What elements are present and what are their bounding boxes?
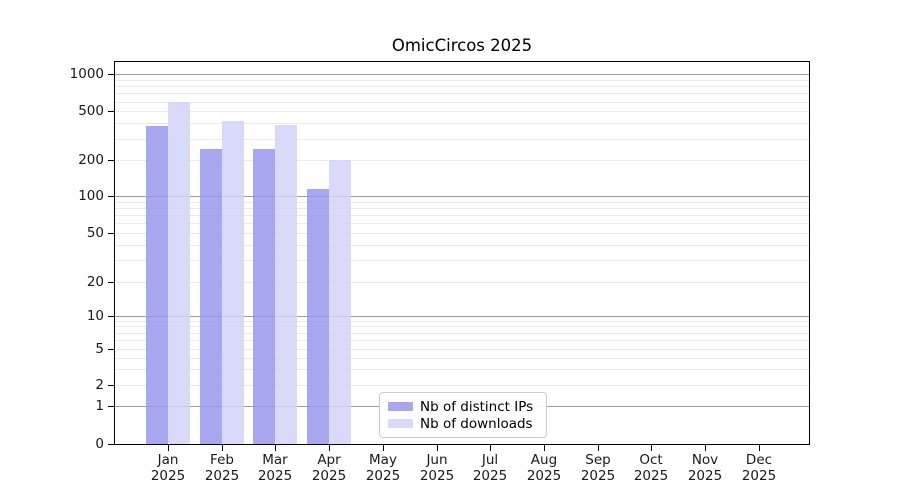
gridline-minor-9 [115,321,809,322]
bar-feb-distinct-ips [200,149,222,444]
y-tick-mark-50 [108,233,114,234]
gridline-major-100 [115,196,809,197]
gridline-minor-700 [115,93,809,94]
y-tick-label-500: 500 [78,103,104,119]
x-tick-label-sep-2025: Sep 2025 [580,452,616,484]
legend-item-distinct-ips: Nb of distinct IPs [388,399,538,415]
bar-jan-downloads [168,102,190,444]
gridline-minor-800 [115,86,809,87]
x-tick-mark-mar [275,445,276,451]
y-tick-mark-5 [108,349,114,350]
x-tick-label-apr-2025: Apr 2025 [311,452,347,484]
x-tick-mark-feb [222,445,223,451]
y-tick-mark-1000 [108,74,114,75]
x-tick-label-nov-2025: Nov 2025 [687,452,723,484]
gridline-minor-4 [115,358,809,359]
x-tick-label-oct-2025: Oct 2025 [633,452,669,484]
y-tick-mark-0 [108,444,114,445]
gridline-minor-20 [115,282,809,283]
x-tick-label-dec-2025: Dec 2025 [741,452,777,484]
x-tick-mark-nov [705,445,706,451]
bar-mar-distinct-ips [253,149,275,444]
gridline-minor-8 [115,326,809,327]
y-tick-mark-200 [108,160,114,161]
x-tick-mark-aug [544,445,545,451]
bar-feb-downloads [222,121,244,444]
y-tick-label-5: 5 [95,341,104,357]
legend-swatch-distinct-ips [388,402,413,411]
y-tick-mark-10 [108,316,114,317]
y-tick-label-0: 0 [95,436,104,452]
bar-jan-distinct-ips [146,126,168,444]
y-tick-mark-500 [108,111,114,112]
y-tick-mark-2 [108,385,114,386]
gridline-minor-2 [115,385,809,386]
y-tick-label-1000: 1000 [69,66,104,82]
x-tick-mark-may [383,445,384,451]
x-tick-mark-jul [490,445,491,451]
y-tick-mark-20 [108,282,114,283]
gridline-major-10 [115,316,809,317]
gridline-minor-6 [115,340,809,341]
plot-area: Nb of distinct IPs Nb of downloads [114,61,810,445]
y-tick-label-100: 100 [78,188,104,204]
legend-label-downloads: Nb of downloads [420,415,533,432]
x-tick-label-feb-2025: Feb 2025 [204,452,240,484]
x-tick-mark-oct [651,445,652,451]
legend: Nb of distinct IPs Nb of downloads [379,392,547,438]
legend-label-distinct-ips: Nb of distinct IPs [420,398,534,415]
gridline-minor-3 [115,369,809,370]
x-tick-mark-dec [759,445,760,451]
x-tick-label-jun-2025: Jun 2025 [419,452,455,484]
x-tick-mark-jun [437,445,438,451]
gridline-minor-70 [115,215,809,216]
gridline-minor-600 [115,102,809,103]
gridline-minor-500 [115,111,809,112]
bar-apr-downloads [329,160,351,444]
x-tick-label-mar-2025: Mar 2025 [257,452,293,484]
legend-item-downloads: Nb of downloads [388,416,538,432]
x-tick-label-may-2025: May 2025 [365,452,401,484]
x-tick-mark-jan [168,445,169,451]
bar-mar-downloads [275,125,297,444]
y-tick-mark-1 [108,406,114,407]
x-tick-mark-apr [329,445,330,451]
chart-title: OmicCircos 2025 [391,36,533,55]
gridline-minor-400 [115,123,809,124]
y-tick-mark-100 [108,196,114,197]
gridline-minor-50 [115,233,809,234]
y-tick-label-20: 20 [86,274,104,290]
bar-apr-distinct-ips [307,189,329,444]
y-tick-label-50: 50 [86,225,104,241]
y-tick-label-2: 2 [95,377,104,393]
gridline-minor-90 [115,202,809,203]
gridline-major-1000 [115,74,809,75]
y-tick-label-200: 200 [78,152,104,168]
gridline-minor-60 [115,223,809,224]
gridline-minor-40 [115,245,809,246]
legend-swatch-downloads [388,419,413,428]
gridline-minor-200 [115,160,809,161]
gridline-minor-30 [115,260,809,261]
gridline-minor-300 [115,139,809,140]
gridline-minor-7 [115,333,809,334]
gridline-minor-900 [115,80,809,81]
x-tick-label-aug-2025: Aug 2025 [526,452,562,484]
x-tick-mark-sep [598,445,599,451]
y-tick-label-1: 1 [95,398,104,414]
x-tick-label-jan-2025: Jan 2025 [150,452,186,484]
y-tick-label-10: 10 [86,308,104,324]
gridline-minor-5 [115,349,809,350]
gridline-minor-80 [115,208,809,209]
x-tick-label-jul-2025: Jul 2025 [472,452,508,484]
